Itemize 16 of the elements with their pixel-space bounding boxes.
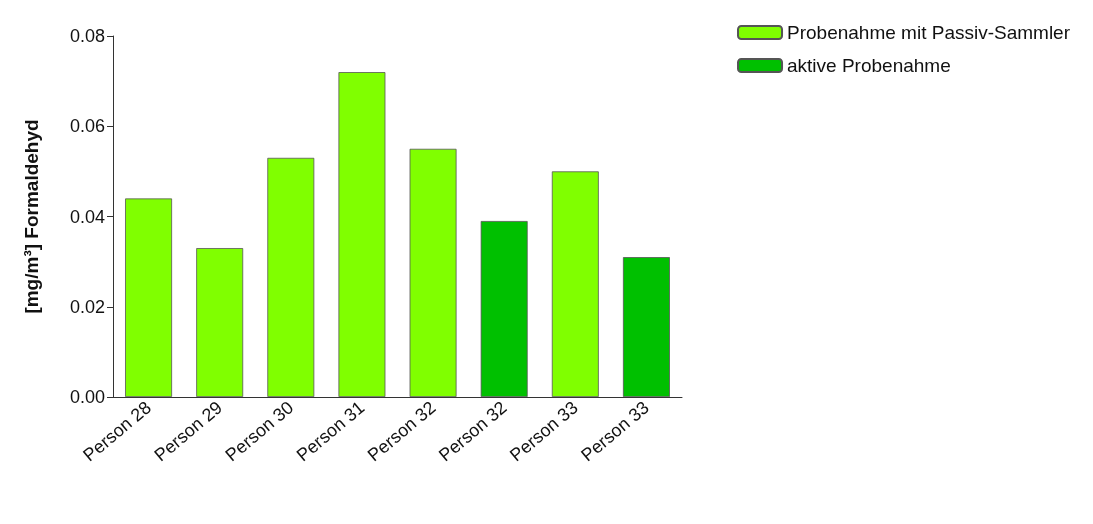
bar <box>480 221 528 397</box>
legend-label: Probenahme mit Passiv-Sammler <box>787 22 1071 43</box>
y-tick-label: 0.04 <box>69 206 105 227</box>
bar <box>409 148 457 397</box>
legend-label: aktive Probenahme <box>787 55 951 76</box>
y-tick-label: 0.08 <box>69 26 105 46</box>
bar <box>622 257 670 397</box>
y-tick-label: 0.00 <box>69 387 105 407</box>
y-axis-title: [mg/m³] Formaldehyd <box>21 119 42 314</box>
y-tick-label: 0.06 <box>69 116 105 137</box>
bar <box>267 157 315 397</box>
bar <box>338 72 386 397</box>
bar <box>551 171 599 397</box>
bar <box>125 198 173 397</box>
y-tick-label: 0.02 <box>69 296 105 317</box>
bar <box>196 248 244 397</box>
